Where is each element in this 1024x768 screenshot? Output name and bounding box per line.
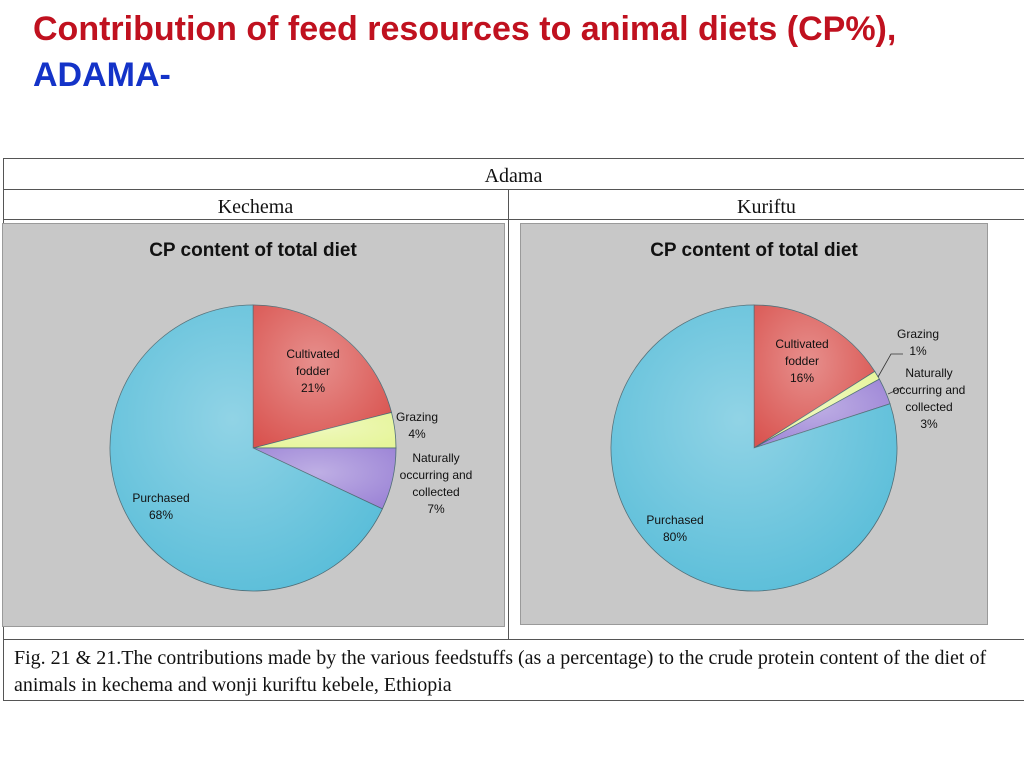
chart-title-kuriftu: CP content of total diet <box>650 240 858 261</box>
pie-chart-kuriftu: CP content of total diet Cultivated fodder… <box>610 240 966 592</box>
pie-slice-shine-naturally-kuriftu <box>754 379 891 448</box>
table-col-header-kuriftu: Kuriftu <box>737 196 796 218</box>
table-row-divider-2 <box>3 219 1024 220</box>
chart-panel-kuriftu: CP content of total diet Cultivated fodder… <box>520 223 988 625</box>
table-top-border <box>3 158 1024 159</box>
slide-title-line-1: Contribution of feed resources to animal… <box>33 10 897 48</box>
slice-label-cultivated-kechema: Cultivated fodder 21% <box>286 347 339 395</box>
table-row-divider-1 <box>3 189 1024 190</box>
figure-caption: Fig. 21 & 21.The contributions made by t… <box>14 647 987 696</box>
slice-label-naturally-kuriftu: Naturally occurring and collected 3% <box>893 366 966 431</box>
slice-label-grazing-kuriftu: Grazing 1% <box>897 327 939 358</box>
pie-slice-shine-purchased-kuriftu <box>610 305 897 591</box>
pie-slice-shine-purchased-kechema <box>109 305 383 591</box>
slice-label-purchased-kuriftu: Purchased 80% <box>646 513 703 544</box>
table-row-divider-3 <box>3 639 1024 640</box>
pie-chart-kechema: CP content of total diet Cultivated fodder… <box>109 240 473 592</box>
slice-label-naturally-kechema: Naturally occurring and collected 7% <box>400 451 473 516</box>
table-header-adama: Adama <box>484 165 543 187</box>
leader-line-kuriftu-1 <box>887 386 904 395</box>
leader-line-kuriftu-0 <box>877 353 903 378</box>
slide-title: Contribution of feed resources to animal… <box>33 6 1013 98</box>
slice-label-purchased-kechema: Purchased 68% <box>132 491 189 522</box>
slice-label-grazing-kechema: Grazing 4% <box>396 410 438 441</box>
table-col-header-kechema: Kechema <box>217 196 294 218</box>
table-col-divider <box>508 189 509 640</box>
chart-title-kechema: CP content of total diet <box>149 240 357 261</box>
pie-slice-shine-grazing-kechema <box>253 412 396 448</box>
slice-label-cultivated-kuriftu: Cultivated fodder 16% <box>775 337 828 385</box>
pie-slice-shine-grazing-kuriftu <box>754 371 880 448</box>
chart-panel-kechema: CP content of total diet Cultivated fodder… <box>2 223 505 627</box>
pie-slice-shine-naturally-kechema <box>253 448 396 509</box>
table-bottom-border <box>3 700 1024 701</box>
slide-title-line-2: ADAMA- <box>33 56 171 94</box>
pie-slice-shine-cultivated-kechema <box>253 305 392 448</box>
pie-slice-shine-cultivated-kuriftu <box>754 305 875 448</box>
